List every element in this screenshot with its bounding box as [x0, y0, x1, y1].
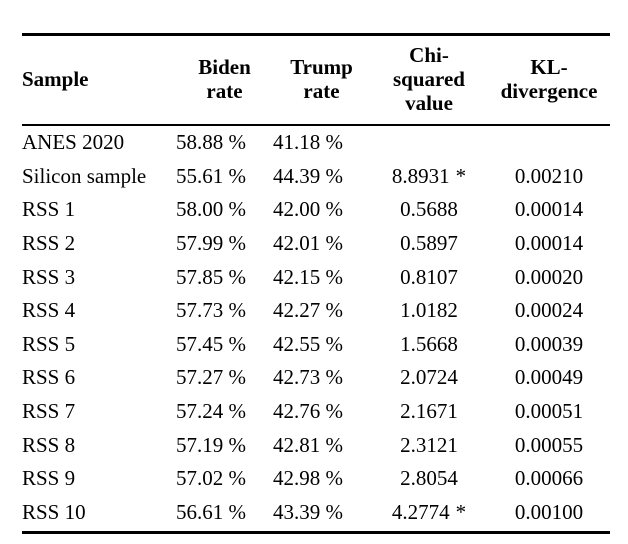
table-row: RSS 8 57.19 % 42.81 % 2.3121 0.00055: [22, 428, 610, 462]
cell-biden-rate: 57.19 %: [176, 432, 246, 457]
cell-chi-squared: 0.8107: [400, 264, 458, 289]
table-row: ANES 2020 58.88 % 41.18 %: [22, 126, 610, 160]
cell-sample: RSS 7: [22, 399, 76, 424]
cell-biden-rate: 58.00 %: [176, 197, 246, 222]
cell-biden-rate: 56.61 %: [176, 499, 246, 524]
cell-trump-rate: 42.73 %: [273, 365, 343, 390]
cell-chi-squared: 1.5668: [400, 331, 458, 356]
cell-kl-divergence: 0.00210: [514, 163, 584, 188]
cell-sample: RSS 4: [22, 298, 76, 323]
header-chi-squared: Chi- squared value: [393, 43, 465, 115]
cell-trump-rate: 42.27 %: [273, 298, 343, 323]
cell-sample: RSS 3: [22, 264, 76, 289]
cell-chi-squared: 2.1671: [400, 399, 458, 424]
cell-chi-squared: 4.2774 *: [391, 499, 467, 524]
cell-trump-rate: 42.98 %: [273, 466, 343, 491]
cell-kl-divergence: 0.00055: [514, 432, 584, 457]
results-grid: Sample Biden rate Trump rate Chi- square…: [22, 36, 610, 122]
cell-biden-rate: 57.45 %: [176, 331, 246, 356]
cell-chi-squared: 0.5688: [400, 197, 458, 222]
top-rule: [22, 33, 610, 36]
cell-kl-divergence: 0.00100: [514, 499, 584, 524]
table-row: RSS 5 57.45 % 42.55 % 1.5668 0.00039: [22, 328, 610, 362]
cell-trump-rate: 42.15 %: [273, 264, 343, 289]
cell-sample: RSS 10: [22, 499, 86, 524]
cell-trump-rate: 44.39 %: [273, 163, 343, 188]
table-row: RSS 6 57.27 % 42.73 % 2.0724 0.00049: [22, 361, 610, 395]
header-sample: Sample: [22, 67, 89, 91]
cell-kl-divergence: 0.00014: [514, 197, 584, 222]
cell-chi-squared: 1.0182: [400, 298, 458, 323]
cell-kl-divergence: [488, 126, 610, 160]
bottom-rule: [22, 531, 610, 535]
cell-chi-squared: 8.8931 *: [391, 163, 467, 188]
cell-sample: RSS 6: [22, 365, 76, 390]
cell-sample: RSS 9: [22, 466, 76, 491]
table-row: RSS 4 57.73 % 42.27 % 1.0182 0.00024: [22, 294, 610, 328]
cell-sample: ANES 2020: [22, 130, 125, 155]
cell-chi-squared: [370, 126, 488, 160]
significance-marker: *: [455, 499, 467, 524]
header-rule: [22, 124, 610, 126]
cell-kl-divergence: 0.00066: [514, 466, 584, 491]
cell-chi-squared: 2.8054: [400, 466, 458, 491]
header-trump-rate: Trump rate: [290, 55, 353, 103]
cell-chi-squared: 2.0724: [400, 365, 458, 390]
cell-kl-divergence: 0.00051: [514, 399, 584, 424]
cell-kl-divergence: 0.00014: [514, 231, 584, 256]
cell-sample: RSS 2: [22, 231, 76, 256]
cell-trump-rate: 42.00 %: [273, 197, 343, 222]
header-biden-rate: Biden rate: [198, 55, 251, 103]
cell-sample: RSS 1: [22, 197, 76, 222]
table-row: RSS 1 58.00 % 42.00 % 0.5688 0.00014: [22, 193, 610, 227]
cell-trump-rate: 42.55 %: [273, 331, 343, 356]
cell-kl-divergence: 0.00020: [514, 264, 584, 289]
cell-kl-divergence: 0.00039: [514, 331, 584, 356]
table-row: RSS 2 57.99 % 42.01 % 0.5897 0.00014: [22, 227, 610, 261]
header-kl-divergence: KL- divergence: [500, 55, 598, 103]
table-row: Silicon sample 55.61 % 44.39 % 8.8931 * 0.002…: [22, 160, 610, 194]
cell-chi-squared: 2.3121: [400, 432, 458, 457]
cell-trump-rate: 41.18 %: [273, 130, 343, 155]
results-body: ANES 2020 58.88 % 41.18 % Silicon sample 55.…: [22, 126, 610, 529]
table-row: RSS 9 57.02 % 42.98 % 2.8054 0.00066: [22, 462, 610, 496]
cell-sample: RSS 8: [22, 432, 76, 457]
header-row: Sample Biden rate Trump rate Chi- square…: [22, 36, 610, 122]
cell-sample: Silicon sample: [22, 163, 147, 188]
table-row: RSS 7 57.24 % 42.76 % 2.1671 0.00051: [22, 395, 610, 429]
cell-trump-rate: 42.01 %: [273, 231, 343, 256]
cell-biden-rate: 57.73 %: [176, 298, 246, 323]
cell-biden-rate: 57.24 %: [176, 399, 246, 424]
cell-biden-rate: 57.99 %: [176, 231, 246, 256]
results-table: Sample Biden rate Trump rate Chi- square…: [22, 33, 610, 535]
cell-biden-rate: 55.61 %: [176, 163, 246, 188]
cell-biden-rate: 58.88 %: [176, 130, 246, 155]
cell-biden-rate: 57.02 %: [176, 466, 246, 491]
cell-chi-squared: 0.5897: [400, 231, 458, 256]
table-row: RSS 3 57.85 % 42.15 % 0.8107 0.00020: [22, 260, 610, 294]
table-row: RSS 10 56.61 % 43.39 % 4.2774 * 0.00100: [22, 496, 610, 530]
cell-biden-rate: 57.27 %: [176, 365, 246, 390]
cell-trump-rate: 42.76 %: [273, 399, 343, 424]
significance-marker: *: [455, 163, 467, 188]
cell-biden-rate: 57.85 %: [176, 264, 246, 289]
cell-trump-rate: 43.39 %: [273, 499, 343, 524]
cell-sample: RSS 5: [22, 331, 76, 356]
cell-kl-divergence: 0.00024: [514, 298, 584, 323]
cell-kl-divergence: 0.00049: [514, 365, 584, 390]
cell-trump-rate: 42.81 %: [273, 432, 343, 457]
